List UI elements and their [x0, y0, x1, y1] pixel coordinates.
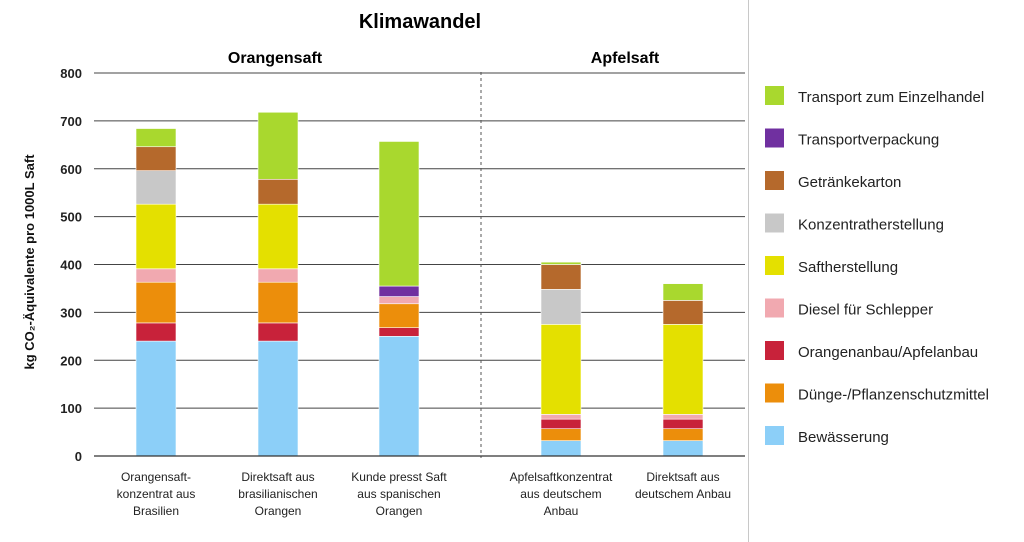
- y-tick-label: 200: [60, 353, 82, 368]
- x-category-label: Apfelsaftkonzentrat: [510, 470, 613, 484]
- x-category-label: deutschem Anbau: [635, 487, 731, 501]
- bar-segment: [257, 322, 299, 342]
- x-category-label: Orangen: [255, 504, 302, 518]
- y-axis-label: kg CO₂-Äquivalente pro 1000L Saft: [22, 154, 37, 370]
- bar-segment: [135, 268, 177, 283]
- y-tick-label: 300: [60, 305, 82, 320]
- legend-label: Transport zum Einzelhandel: [798, 89, 984, 106]
- bars: [135, 111, 704, 457]
- legend-swatch: [765, 426, 784, 445]
- bar-segment: [378, 285, 420, 297]
- legend-label: Dünge-/Pflanzenschutzmittel: [798, 387, 989, 404]
- x-category-label: Orangensaft-: [121, 470, 191, 484]
- bar-segment: [540, 261, 582, 265]
- bar-segment: [662, 418, 704, 430]
- y-tick-label: 600: [60, 162, 82, 177]
- bar-segment: [662, 283, 704, 301]
- bar-segment: [378, 303, 420, 328]
- bar-segment: [257, 268, 299, 283]
- legend-label: Orangenanbau/Apfelanbau: [798, 344, 978, 361]
- y-tick-label: 400: [60, 258, 82, 273]
- x-category-label: Brasilien: [133, 504, 179, 518]
- x-category-label: brasilianischen: [238, 487, 317, 501]
- legend-swatch: [765, 383, 784, 403]
- x-category-label: aus deutschem: [520, 487, 601, 501]
- bar-segment: [135, 322, 177, 342]
- y-tick-label: 500: [60, 210, 82, 225]
- legend-label: Transportverpackung: [798, 132, 939, 149]
- x-category-label: konzentrat aus: [117, 487, 196, 501]
- bar-segment: [662, 324, 704, 415]
- bar-segment: [662, 300, 704, 325]
- gridlines: [94, 72, 745, 409]
- legend-label: Diesel für Schlepper: [798, 302, 933, 319]
- bar-segment: [135, 340, 177, 457]
- y-tick-label: 100: [60, 401, 82, 416]
- x-category-label: Kunde presst Saft: [351, 470, 447, 484]
- x-category-label: Direktsaft aus: [241, 470, 314, 484]
- x-category-label: Anbau: [544, 504, 579, 518]
- bar-segment: [540, 428, 582, 441]
- x-category-label: Direktsaft aus: [646, 470, 719, 484]
- legend-label: Konzentratherstellung: [798, 217, 944, 234]
- legend-label: Getränkekarton: [798, 174, 901, 191]
- group-title-apfelsaft: Apfelsaft: [591, 50, 660, 67]
- group-title-orangensaft: Orangensaft: [228, 50, 323, 67]
- category-labels: Orangensaft-konzentrat aus Brasilien Direk…: [117, 470, 731, 518]
- bar-segment: [257, 340, 299, 457]
- legend-swatch: [765, 86, 784, 105]
- bar-segment: [135, 203, 177, 270]
- chart-title: Klimawandel: [359, 11, 481, 33]
- legend-swatch: [765, 213, 784, 233]
- bar-segment: [378, 327, 420, 337]
- bar-segment: [540, 289, 582, 325]
- legend: Transport zum Einzelhandel Transportverpa…: [765, 86, 989, 446]
- bar-segment: [540, 324, 582, 415]
- y-tick-label: 800: [60, 66, 82, 81]
- bar-segment: [257, 178, 299, 205]
- legend-swatch: [765, 341, 784, 360]
- bar-segment: [257, 111, 299, 180]
- bar-segment: [378, 296, 420, 305]
- legend-label: Saftherstellung: [798, 259, 898, 276]
- y-tick-label: 700: [60, 114, 82, 129]
- legend-swatch: [765, 298, 784, 318]
- y-tick-label: 0: [75, 449, 82, 464]
- bar-segment: [135, 281, 177, 324]
- legend-swatch: [765, 128, 784, 148]
- bar-segment: [135, 128, 177, 148]
- y-axis-ticks: 0 100 200 300 400 500 600 700 800: [60, 66, 82, 464]
- legend-swatch: [765, 171, 784, 190]
- bar-segment: [257, 203, 299, 270]
- bar-segment: [135, 170, 177, 205]
- x-category-label: Orangen: [376, 504, 423, 518]
- bar-segment: [662, 428, 704, 441]
- bar-segment: [662, 414, 704, 420]
- bar-segment: [135, 146, 177, 171]
- legend-swatch: [765, 256, 784, 275]
- bar-segment: [662, 440, 704, 457]
- bar-segment: [540, 440, 582, 457]
- bar-segment: [257, 281, 299, 324]
- legend-label: Bewässerung: [798, 429, 889, 446]
- x-category-label: aus spanischen: [357, 487, 440, 501]
- bar-segment: [378, 141, 420, 287]
- bar-segment: [378, 336, 420, 457]
- bar-segment: [540, 418, 582, 430]
- bar-segment: [540, 414, 582, 420]
- bar-segment: [540, 264, 582, 290]
